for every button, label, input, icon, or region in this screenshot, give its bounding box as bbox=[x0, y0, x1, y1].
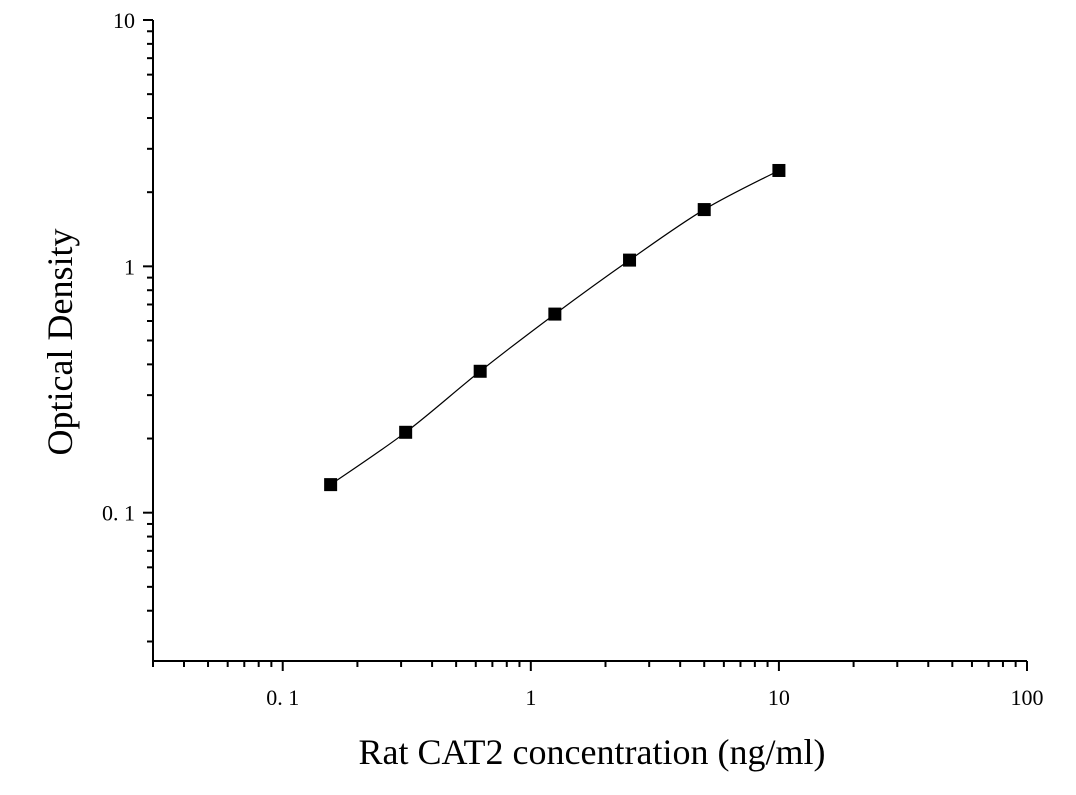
data-points bbox=[324, 163, 786, 492]
x-tick-label: 0. 1 bbox=[266, 685, 299, 710]
data-point bbox=[623, 253, 637, 267]
fit-curve-line bbox=[330, 169, 780, 486]
x-tick-label: 10 bbox=[768, 685, 790, 710]
data-point bbox=[324, 478, 338, 492]
data-point bbox=[548, 307, 562, 321]
y-tick-label: 10 bbox=[113, 8, 135, 33]
axes bbox=[152, 20, 1027, 662]
y-tick-label: 0. 1 bbox=[102, 501, 135, 526]
fit-curve bbox=[330, 169, 780, 486]
data-point bbox=[399, 425, 413, 439]
data-point bbox=[772, 163, 786, 177]
ticks: 0. 1 1 10 100 0. 1 1 10 bbox=[102, 8, 1044, 710]
y-axis-title: Optical Density bbox=[40, 229, 80, 456]
x-tick-label: 1 bbox=[525, 685, 536, 710]
x-tick-label: 100 bbox=[1011, 685, 1044, 710]
x-axis-title: Rat CAT2 concentration (ng/ml) bbox=[359, 732, 826, 772]
data-point bbox=[473, 364, 487, 378]
y-tick-label: 1 bbox=[124, 254, 135, 279]
data-point bbox=[697, 203, 711, 217]
